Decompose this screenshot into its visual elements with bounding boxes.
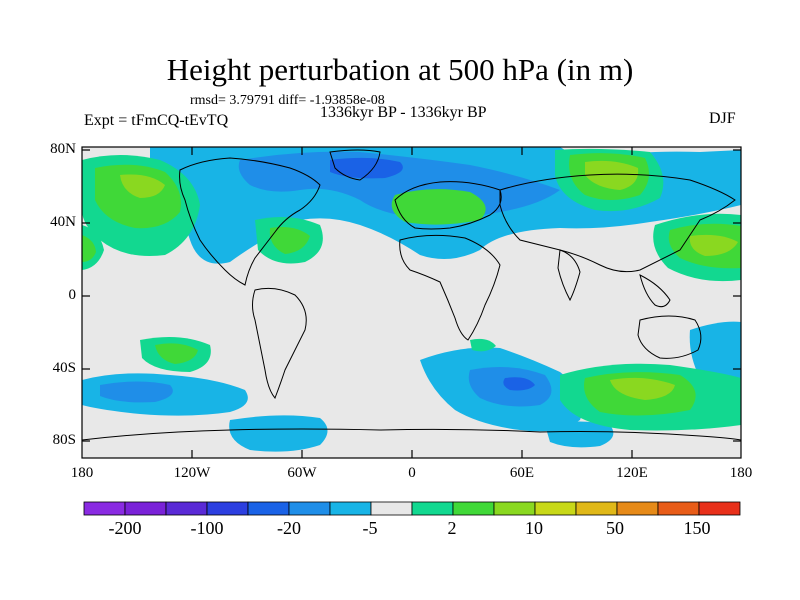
colorbar-swatch: [288, 501, 331, 516]
experiment-label: Expt = tFmCQ-tEvTQ: [84, 112, 229, 129]
colorbar-swatch: [206, 501, 249, 516]
colorbar-swatch: [247, 501, 290, 516]
lat-label-80s: 80S: [52, 432, 76, 448]
lat-label-40s: 40S: [52, 360, 76, 376]
contour-pos-s-indian-strong: [610, 377, 675, 400]
contour-neg-south-pacific-core: [100, 381, 173, 403]
colorbar-label: -5: [362, 518, 378, 538]
coast-se-asia: [639, 274, 671, 308]
rmsd-stats: rmsd= 3.79791 diff= -1.93858e-08: [190, 93, 385, 108]
contour-fields: [82, 147, 741, 452]
contour-pos-n-pacific-strong: [120, 174, 165, 198]
coast-greenland: [329, 149, 381, 181]
colorbar-swatch: [370, 501, 413, 516]
colorbar-swatch: [83, 501, 126, 516]
contour-neg-antarctic-east: [545, 421, 614, 448]
colorbar-label: 10: [525, 518, 543, 538]
lat-ticks: [82, 149, 741, 442]
lat-label-0: 0: [68, 287, 77, 303]
colorbar-swatch: [411, 501, 454, 516]
colorbar-swatch: [657, 501, 700, 516]
coast-north-america: [179, 157, 321, 286]
lon-label-180e: 180: [729, 465, 753, 481]
lon-label-0: 0: [408, 465, 416, 481]
colorbar-swatch: [329, 501, 372, 516]
lon-label-60e: 60E: [509, 465, 535, 481]
colorbar-swatch: [616, 501, 659, 516]
colorbar-swatch: [698, 501, 741, 516]
coast-india: [557, 249, 581, 302]
colorbar-label: 50: [606, 518, 624, 538]
lon-label-120e: 120E: [616, 465, 648, 481]
period-label: 1336kyr BP - 1336kyr BP: [320, 104, 487, 121]
coast-australia: [637, 315, 702, 359]
contour-neg-antarctic: [229, 415, 328, 452]
lat-label-40n: 40N: [50, 214, 76, 230]
colorbar-swatch: [165, 501, 208, 516]
contour-pos-s-pacific-core: [155, 343, 198, 364]
coast-south-america: [252, 287, 307, 399]
contour-pos-siberia-strong: [585, 160, 639, 190]
colorbar-label: 2: [447, 518, 457, 538]
contour-pos-nw-pacific-strong: [689, 234, 738, 256]
coastlines: [82, 149, 741, 441]
colorbar-swatch: [452, 501, 495, 516]
colorbar-swatch: [534, 501, 577, 516]
colorbar-label: -200: [108, 518, 142, 538]
contour-neg-north-strong: [330, 157, 403, 179]
coast-africa: [399, 234, 501, 341]
lon-label-120w: 120W: [173, 465, 211, 481]
colorbar-swatch: [575, 501, 618, 516]
coast-antarctica: [82, 428, 741, 441]
colorbar: [83, 501, 741, 516]
contour-pos-w-atlantic-core: [269, 227, 310, 254]
coast-asia: [499, 173, 736, 273]
colorbar-label: 150: [683, 518, 711, 538]
contour-pos-s-atlantic-small: [470, 338, 496, 352]
lon-ticks: [191, 147, 633, 458]
lat-label-80n: 80N: [50, 141, 76, 157]
contour-pos-europe: [391, 189, 486, 225]
coast-europe: [394, 181, 502, 230]
lon-label-60w: 60W: [287, 465, 317, 481]
colorbar-label: -20: [277, 518, 301, 538]
colorbar-swatch: [124, 501, 167, 516]
colorbar-label: -100: [190, 518, 224, 538]
contour-neg-south-atl-strong: [503, 377, 535, 391]
season-label: DJF: [709, 110, 736, 127]
map-title: Height perturbation at 500 hPa (in m): [166, 52, 634, 87]
lon-label-180w: 180: [70, 465, 94, 481]
colorbar-swatch: [493, 501, 536, 516]
contour-pos-w-edge-core: [82, 235, 96, 262]
